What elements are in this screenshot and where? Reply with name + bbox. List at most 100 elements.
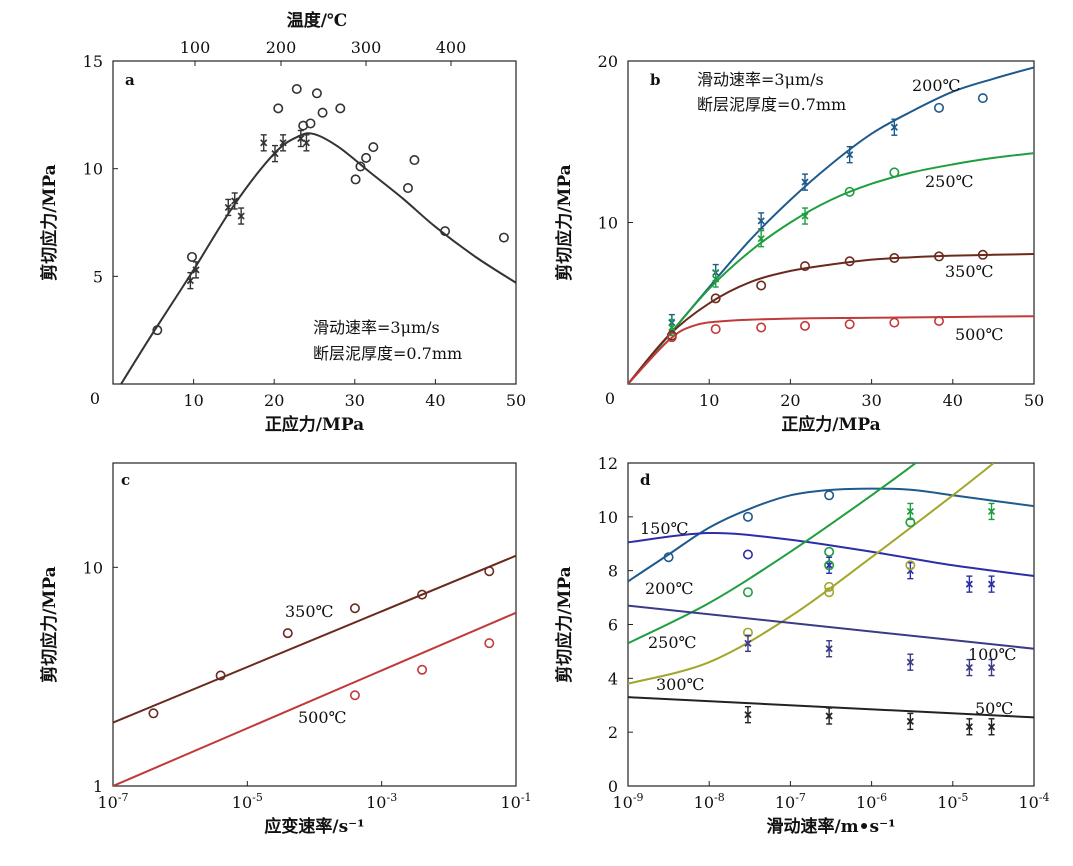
panel-d-ytick-label: 0 bbox=[608, 777, 618, 796]
panel-c-xtick-label: 10-5 bbox=[232, 791, 263, 812]
panel-c-series-3-point-0 bbox=[349, 690, 360, 701]
panel-d-series-5-label: 50℃ bbox=[975, 699, 1013, 718]
panel-a-toptick-label: 200 bbox=[266, 38, 297, 57]
panel-b-xtick-label: 20 bbox=[780, 391, 800, 410]
panel-b-series-5-point-4 bbox=[846, 145, 854, 164]
panel-b-series-2 bbox=[628, 253, 1034, 384]
panel-d-series-11-point-2 bbox=[824, 587, 835, 598]
panel-d-series-8-point-0 bbox=[825, 556, 833, 574]
panel-d-series-9-point-0 bbox=[742, 587, 753, 598]
panel-c-series-2-point-2 bbox=[282, 628, 293, 639]
panel-a-series-0-point-12 bbox=[368, 142, 379, 153]
panel-d-series-5 bbox=[628, 696, 1034, 719]
panel-c-series-2-point-0 bbox=[148, 708, 159, 719]
panel-a-top-axis-title: 温度/℃ bbox=[287, 10, 348, 31]
panel-d-series-2 bbox=[628, 463, 917, 645]
panel-b-ytick-label: 10 bbox=[598, 214, 618, 233]
panel-b-annotation: 滑动速率=3μm/s bbox=[697, 70, 824, 89]
panel-a-ytick-label: 10 bbox=[83, 160, 103, 179]
panel-a-series-1-point-4 bbox=[237, 207, 245, 225]
panel-d-series-8-point-3 bbox=[987, 575, 996, 593]
panel-d-series-1 bbox=[628, 531, 1034, 577]
panel-d-ylabel: 剪切应力/MPa bbox=[554, 566, 575, 682]
panel-b-series-8-point-3 bbox=[800, 261, 811, 272]
panel-c-ytick-label: 10 bbox=[83, 558, 103, 577]
panel-a-series-0-point-1 bbox=[186, 251, 197, 262]
panel-d-series-0-label: 150℃ bbox=[640, 519, 688, 538]
panel-b-series-7-point-3 bbox=[801, 207, 809, 225]
panel-a-letter: a bbox=[125, 71, 135, 89]
panel-d-series-10-point-1 bbox=[987, 502, 996, 521]
panel-d-series-13-point-3 bbox=[965, 718, 973, 736]
panel-c-series-0 bbox=[113, 554, 516, 724]
panel-a-series-1-point-5 bbox=[260, 134, 268, 152]
panel-b-xtick-label: 50 bbox=[1024, 391, 1044, 410]
panel-d-ytick-label: 12 bbox=[598, 454, 618, 473]
panel-d-series-0 bbox=[628, 487, 1034, 583]
panel-a-series-0-point-14 bbox=[409, 155, 420, 166]
panel-a-series-0-point-10 bbox=[355, 161, 366, 172]
panel-d-series-13-point-2 bbox=[906, 712, 914, 731]
panel-b-series-6-point-1 bbox=[889, 167, 900, 178]
panel-d-series-12-point-3 bbox=[965, 658, 973, 677]
panel-d-series-13-point-1 bbox=[825, 707, 833, 725]
panel-d-series-0-line bbox=[628, 487, 1034, 583]
panel-b-series-4-point-1 bbox=[977, 93, 988, 104]
panel-b-series-5-point-5 bbox=[890, 118, 898, 136]
panel-d-series-13-point-4 bbox=[987, 718, 996, 736]
panel-b-plot bbox=[628, 66, 1034, 384]
panel-a-series-0-point-11 bbox=[361, 152, 372, 163]
panel-b-series-2-label: 350℃ bbox=[945, 262, 993, 281]
panel-b-series-2-line bbox=[628, 253, 1034, 384]
panel-b-xtick-label: 40 bbox=[943, 391, 963, 410]
panel-c-series-2-point-1 bbox=[215, 670, 226, 681]
panel-d-series-12-point-4 bbox=[987, 658, 996, 677]
panel-a-series-0-point-16 bbox=[498, 232, 509, 243]
panel-d-series-12-point-1 bbox=[825, 640, 833, 658]
panel-b-series-9-point-4 bbox=[844, 319, 855, 330]
panel-a-xtick-label: 20 bbox=[264, 391, 284, 410]
panel-a-series-0-point-2 bbox=[273, 103, 284, 114]
panel-d-series-7-point-0 bbox=[742, 549, 753, 560]
panel-d-series-4-line bbox=[628, 604, 1034, 650]
panel-b-series-8-point-7 bbox=[977, 249, 988, 260]
panel-a-xtick-label: 0 bbox=[90, 389, 100, 408]
panel-d-series-2-line bbox=[628, 463, 917, 645]
panel-d-ytick-label: 6 bbox=[608, 616, 618, 635]
panel-d-xtick-label: 10-5 bbox=[937, 791, 968, 812]
panel-b-series-8-point-5 bbox=[889, 253, 900, 264]
panel-b-series-0-label: 200℃ bbox=[912, 76, 960, 95]
panel-a-xtick-label: 50 bbox=[506, 391, 526, 410]
panel-b-annotation: 断层泥厚度=0.7mm bbox=[697, 95, 846, 114]
panel-b-series-8-point-1 bbox=[710, 293, 721, 304]
panel-c-series-1-label: 500℃ bbox=[298, 708, 346, 727]
panel-c-plot bbox=[113, 554, 516, 786]
panel-d-series-1-label: 200℃ bbox=[645, 579, 693, 598]
panel-d-xtick-label: 10-6 bbox=[856, 791, 887, 812]
panel-d-series-3-label: 300℃ bbox=[656, 675, 704, 694]
panel-d-series-13-point-0 bbox=[744, 705, 752, 724]
panel-b-series-7-point-1 bbox=[712, 270, 720, 288]
panel-b-series-8-point-2 bbox=[756, 280, 767, 291]
panel-d-frame bbox=[627, 462, 1035, 787]
panel-d-xtick-label: 10-8 bbox=[694, 791, 725, 812]
panel-a-series-0-point-9 bbox=[350, 174, 361, 185]
panel-c-letter: c bbox=[121, 471, 130, 489]
panel-a-xlabel: 正应力/MPa bbox=[265, 414, 364, 435]
panel-d-xtick-label: 10-9 bbox=[612, 791, 643, 812]
panel-d-series-6-point-1 bbox=[742, 511, 753, 522]
panel-a-series-0-point-6 bbox=[311, 88, 322, 99]
panel-a-annotation: 断层泥厚度=0.7mm bbox=[313, 344, 462, 363]
panel-d-ytick-label: 4 bbox=[608, 669, 618, 688]
panel-b-series-4-point-0 bbox=[933, 102, 944, 113]
panel-c-xtick-label: 10-3 bbox=[366, 791, 397, 812]
panel-d-series-9-point-1 bbox=[824, 546, 835, 557]
panel-b-xtick-label: 10 bbox=[699, 391, 719, 410]
panel-c-series-2-point-4 bbox=[417, 589, 428, 600]
panel-b-series-9-point-3 bbox=[800, 320, 811, 331]
panel-b-letter: b bbox=[650, 71, 661, 89]
panel-d-series-4 bbox=[628, 604, 1034, 650]
panel-a-series-2 bbox=[120, 132, 516, 384]
panel-b-ylabel: 剪切应力/MPa bbox=[554, 164, 575, 280]
panel-c-ytick-label: 1 bbox=[93, 777, 103, 796]
